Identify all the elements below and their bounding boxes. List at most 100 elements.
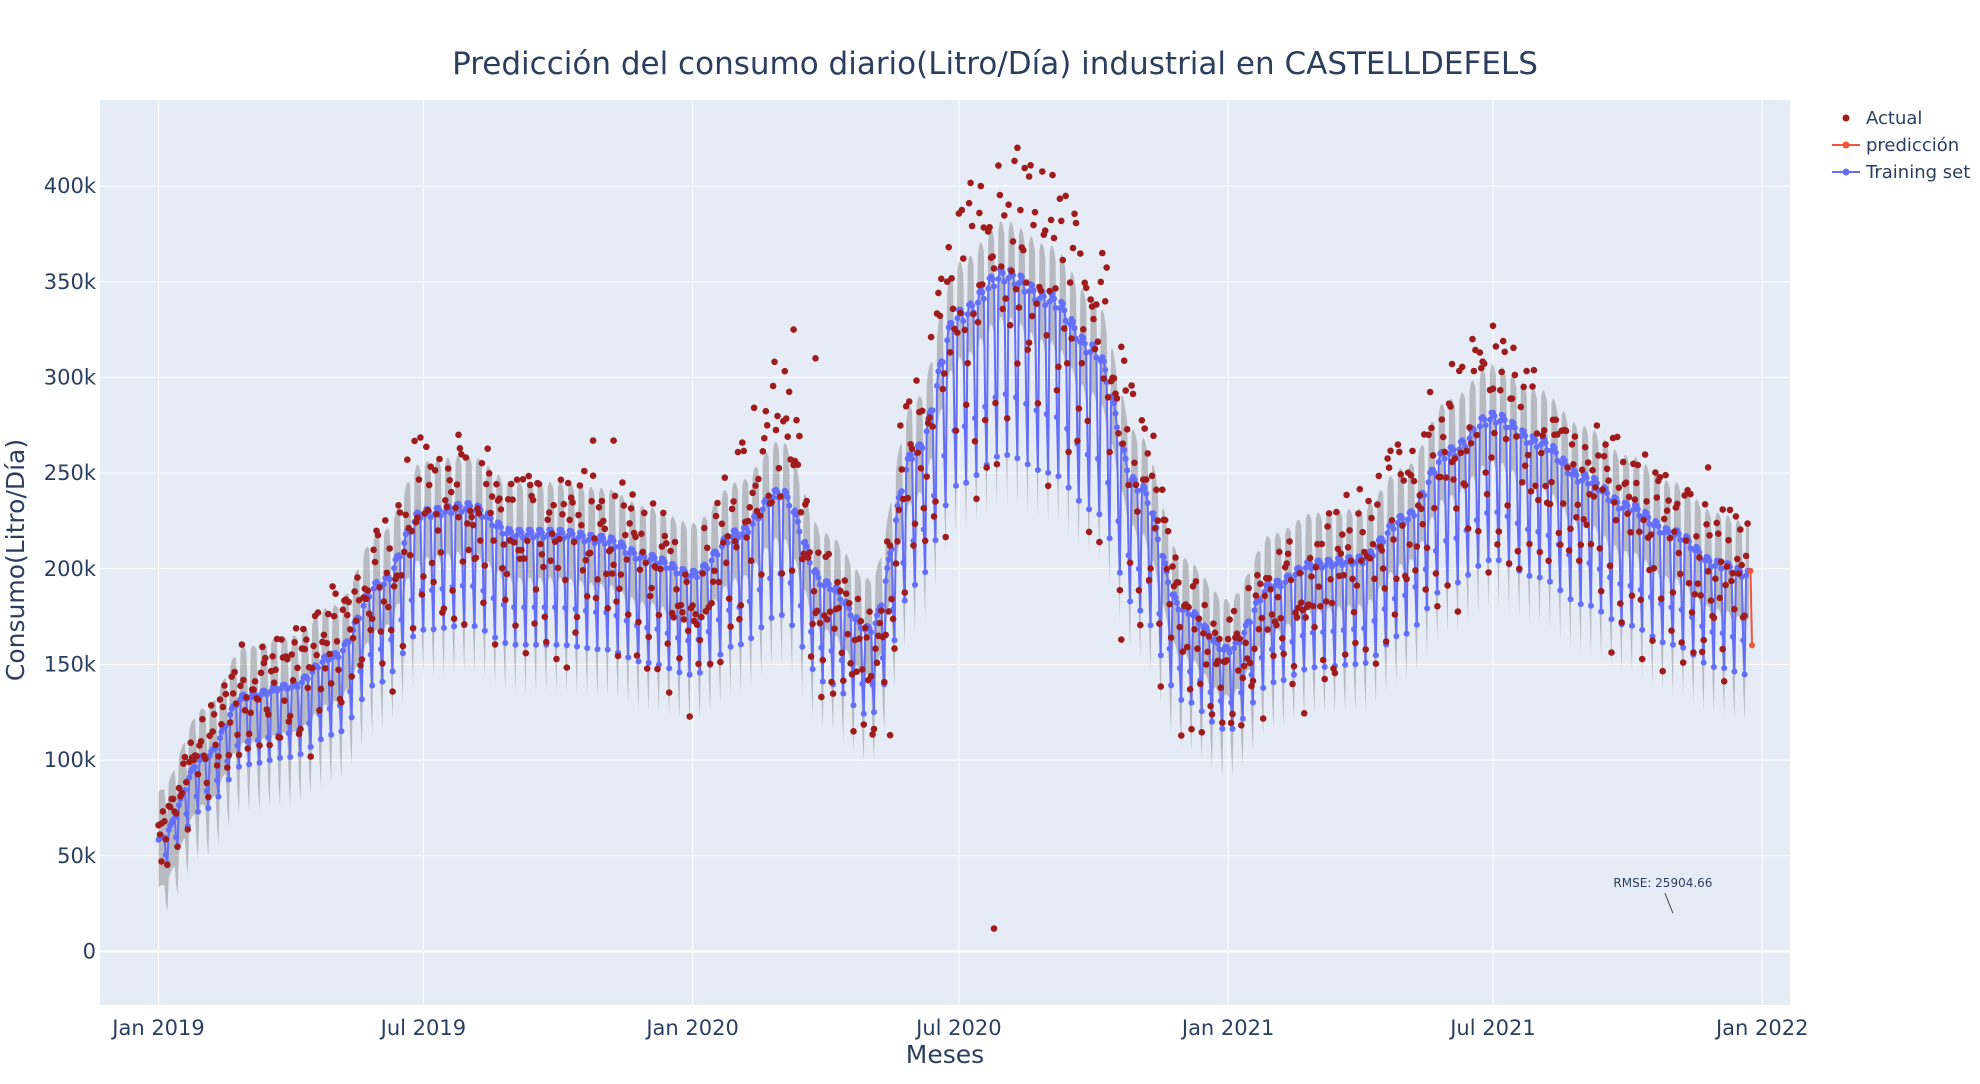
actual-point bbox=[629, 491, 636, 498]
actual-point bbox=[744, 517, 752, 525]
actual-point bbox=[485, 470, 493, 477]
actual-point bbox=[1384, 455, 1391, 462]
actual-point bbox=[1508, 395, 1516, 402]
legend[interactable]: Actual predicción Training set bbox=[1832, 108, 1970, 183]
actual-point bbox=[199, 715, 206, 723]
training-point bbox=[1257, 597, 1264, 604]
y-tick-label: 250k bbox=[44, 461, 97, 485]
actual-point bbox=[266, 741, 274, 749]
actual-point bbox=[1669, 589, 1677, 596]
actual-point bbox=[1041, 227, 1049, 234]
actual-point bbox=[1210, 620, 1217, 627]
actual-point bbox=[289, 677, 297, 684]
actual-point bbox=[983, 464, 990, 471]
actual-point bbox=[1497, 386, 1504, 394]
actual-point bbox=[1593, 422, 1601, 429]
actual-point bbox=[1298, 599, 1305, 606]
training-point bbox=[1318, 564, 1325, 571]
training-point bbox=[993, 453, 1000, 460]
actual-point bbox=[521, 555, 528, 562]
actual-point bbox=[1245, 584, 1252, 592]
actual-point bbox=[1047, 216, 1055, 224]
actual-point bbox=[1255, 625, 1263, 633]
training-point bbox=[1327, 559, 1334, 565]
actual-point bbox=[886, 542, 894, 549]
training-point bbox=[512, 641, 519, 648]
training-point bbox=[1105, 479, 1112, 486]
legend-item-training-set[interactable]: Training set bbox=[1832, 162, 1970, 183]
actual-point bbox=[718, 520, 726, 528]
training-point bbox=[1001, 278, 1008, 285]
training-point bbox=[1034, 467, 1041, 473]
training-point bbox=[391, 565, 398, 572]
actual-point bbox=[250, 686, 257, 693]
training-point bbox=[538, 529, 545, 536]
actual-point bbox=[1382, 638, 1390, 645]
actual-point bbox=[862, 624, 869, 632]
actual-point bbox=[576, 482, 584, 489]
actual-point bbox=[1554, 431, 1561, 438]
actual-point bbox=[1369, 540, 1377, 548]
training-point bbox=[1329, 563, 1335, 570]
actual-point bbox=[1678, 639, 1685, 646]
actual-point bbox=[971, 438, 979, 445]
training-point bbox=[1743, 572, 1750, 579]
y-tick-label: 50k bbox=[57, 844, 97, 868]
training-point bbox=[176, 802, 182, 809]
actual-point bbox=[556, 535, 563, 543]
actual-point bbox=[920, 504, 928, 512]
actual-point bbox=[661, 532, 669, 540]
actual-point bbox=[800, 550, 808, 557]
actual-point bbox=[1701, 501, 1709, 508]
actual-point bbox=[1008, 267, 1015, 275]
training-point bbox=[552, 604, 559, 611]
actual-point bbox=[677, 601, 685, 609]
actual-point bbox=[1419, 520, 1426, 528]
training-point bbox=[796, 528, 803, 535]
actual-point bbox=[1728, 577, 1735, 585]
actual-point bbox=[1589, 466, 1596, 474]
training-point bbox=[1036, 295, 1043, 302]
actual-point bbox=[158, 858, 165, 865]
training-point bbox=[1741, 671, 1748, 678]
actual-point bbox=[1703, 521, 1710, 528]
actual-point bbox=[490, 537, 497, 544]
legend-item-actual[interactable]: Actual bbox=[1842, 108, 1923, 129]
actual-point bbox=[1252, 592, 1260, 599]
training-point bbox=[1435, 459, 1442, 465]
legend-item-predicci-n[interactable]: predicción bbox=[1832, 135, 1959, 156]
actual-point bbox=[1327, 576, 1334, 583]
actual-point bbox=[892, 560, 900, 567]
actual-point bbox=[310, 642, 317, 650]
training-point bbox=[1598, 608, 1605, 615]
actual-point bbox=[222, 690, 230, 698]
actual-point bbox=[418, 591, 426, 598]
actual-point bbox=[1156, 620, 1163, 627]
training-point bbox=[999, 270, 1006, 276]
actual-point bbox=[243, 694, 250, 701]
actual-point bbox=[1085, 528, 1093, 536]
actual-point bbox=[1062, 192, 1069, 200]
training-point bbox=[459, 582, 466, 589]
actual-point bbox=[1249, 677, 1257, 685]
actual-point bbox=[406, 551, 414, 559]
actual-point bbox=[1216, 635, 1223, 643]
training-point bbox=[1495, 557, 1502, 564]
training-point bbox=[511, 604, 518, 611]
actual-point bbox=[873, 659, 881, 667]
actual-point bbox=[1615, 484, 1623, 492]
actual-point bbox=[1308, 573, 1315, 580]
training-point bbox=[274, 688, 280, 695]
actual-point bbox=[294, 664, 301, 672]
actual-point bbox=[1523, 367, 1530, 375]
actual-point bbox=[1014, 144, 1021, 152]
training-point bbox=[1226, 649, 1233, 656]
training-point bbox=[1566, 551, 1573, 558]
actual-point bbox=[1596, 545, 1604, 552]
training-point bbox=[1511, 424, 1518, 431]
actual-point bbox=[1325, 510, 1333, 517]
actual-point bbox=[1530, 366, 1538, 374]
actual-point bbox=[1567, 525, 1574, 533]
training-point bbox=[540, 534, 547, 541]
training-point bbox=[348, 714, 355, 721]
